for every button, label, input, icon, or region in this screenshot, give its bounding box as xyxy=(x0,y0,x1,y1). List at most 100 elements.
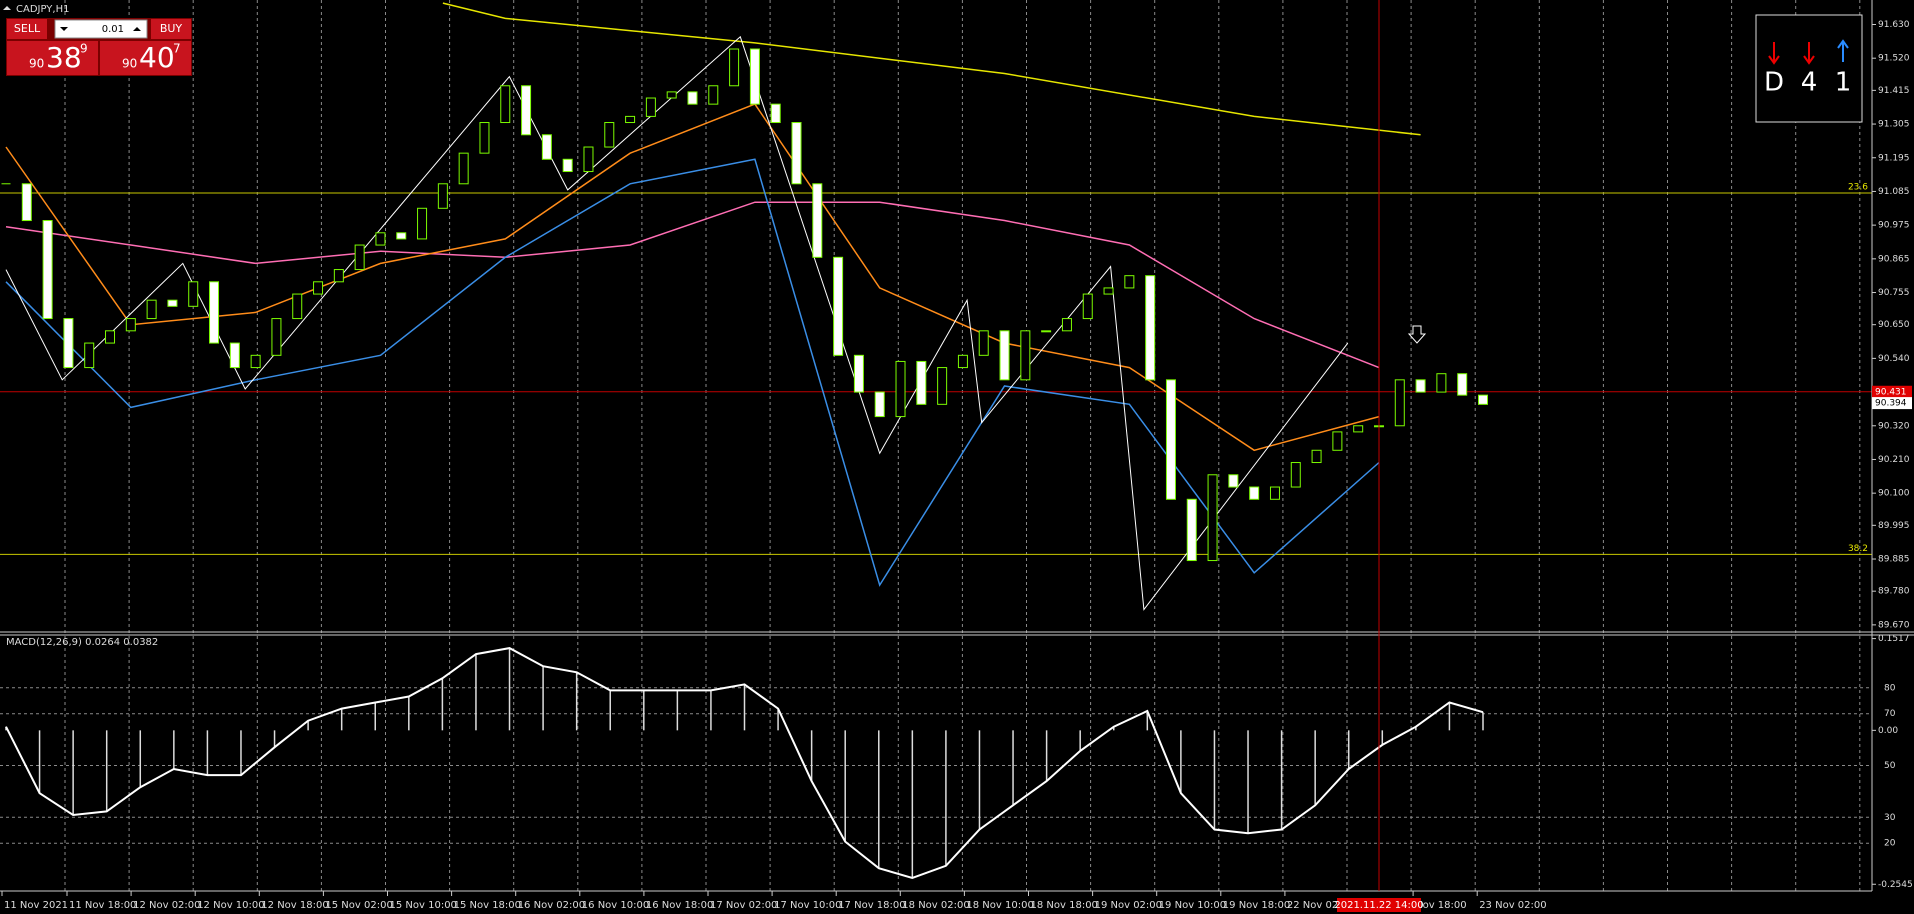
grid-layer xyxy=(0,0,1872,891)
time-label: 15 Nov 10:00 xyxy=(390,900,457,911)
candle xyxy=(271,318,282,356)
candle xyxy=(105,330,116,344)
down-arrow xyxy=(1803,42,1815,65)
candle xyxy=(645,97,656,117)
price-tail: 9 xyxy=(80,42,88,56)
candle xyxy=(666,91,677,99)
sell-button[interactable] xyxy=(7,19,47,39)
plot-layer xyxy=(0,2,1872,879)
candle xyxy=(1269,486,1280,500)
buy-price-box[interactable] xyxy=(100,41,191,75)
candle xyxy=(895,360,906,418)
time-label: 16 Nov 10:00 xyxy=(582,900,649,911)
y-tick-label: 90.975 xyxy=(1878,221,1910,231)
price-tail: 7 xyxy=(173,42,181,56)
candle xyxy=(770,103,781,124)
level-label: 30 xyxy=(1884,813,1896,823)
buy-button[interactable] xyxy=(151,19,191,39)
time-label: 15 Nov 18:00 xyxy=(454,900,521,911)
level-label: 20 xyxy=(1884,839,1896,849)
candle xyxy=(167,299,178,307)
lot-up[interactable] xyxy=(133,27,141,31)
price-main: 38 xyxy=(46,41,82,74)
candle xyxy=(396,232,407,240)
time-label: 17 Nov 02:00 xyxy=(710,900,777,911)
lot-value: 0.01 xyxy=(102,24,124,35)
collapse-icon[interactable] xyxy=(3,6,11,10)
candle xyxy=(333,269,344,283)
candle xyxy=(1436,373,1447,393)
y-tick-label: 90.865 xyxy=(1878,254,1910,264)
price-tag-label: 90.394 xyxy=(1875,399,1907,409)
macd-tick-label: 0.00 xyxy=(1878,726,1898,736)
y-tick-label: 90.100 xyxy=(1878,489,1910,499)
candle xyxy=(833,256,844,356)
time-label: 19 Nov 18:00 xyxy=(1223,900,1290,911)
candle xyxy=(521,85,532,136)
time-label: 18 Nov 18:00 xyxy=(1031,900,1098,911)
bid-tag-label: 90.431 xyxy=(1875,387,1907,397)
y-tick-label: 89.885 xyxy=(1878,555,1910,565)
time-label: 15 Nov 02:00 xyxy=(325,900,392,911)
time-label: 19 Nov 02:00 xyxy=(1095,900,1162,911)
time-label: 17 Nov 10:00 xyxy=(774,900,841,911)
candle xyxy=(229,342,240,369)
symbol-title: CADJPY,H1 xyxy=(16,4,69,15)
sell-price-box[interactable] xyxy=(7,41,98,75)
candle xyxy=(375,232,386,246)
candle xyxy=(625,115,636,124)
candle xyxy=(749,48,760,105)
candle xyxy=(417,207,428,240)
fib-label: 38.2 xyxy=(1848,544,1868,554)
candle xyxy=(708,85,719,105)
candle xyxy=(1124,275,1135,289)
candle xyxy=(313,281,324,295)
y-tick-label: 90.210 xyxy=(1878,455,1910,465)
candle xyxy=(21,183,32,222)
crosshair-time-box xyxy=(1337,898,1421,912)
signal-label: 4 xyxy=(1801,68,1818,98)
y-tick-label: 89.780 xyxy=(1878,587,1910,597)
time-label: 12 Nov 10:00 xyxy=(197,900,264,911)
candle xyxy=(1207,474,1218,562)
buy-label: BUY xyxy=(160,22,183,35)
candle xyxy=(937,367,948,405)
candle xyxy=(1103,287,1114,295)
macd-tick-label: 0.1517 xyxy=(1878,634,1910,644)
time-label: 11 Nov 18:00 xyxy=(69,900,136,911)
candle xyxy=(458,152,469,185)
candle xyxy=(687,91,698,105)
candle xyxy=(1249,486,1260,500)
candle xyxy=(978,330,989,356)
candle xyxy=(562,158,573,173)
signal-label: D xyxy=(1764,68,1784,98)
signal-arrow xyxy=(1407,325,1427,344)
price-main: 40 xyxy=(139,41,175,74)
indicator-line xyxy=(5,103,1380,452)
y-tick-label: 90.650 xyxy=(1878,320,1910,330)
y-tick-label: 91.305 xyxy=(1878,120,1910,130)
crosshair-time: 2021.11.22 14:00 xyxy=(1334,900,1423,911)
candle xyxy=(63,318,74,369)
candle xyxy=(812,183,823,258)
lot-down[interactable] xyxy=(60,27,68,31)
time-label: 16 Nov 18:00 xyxy=(646,900,713,911)
level-label: 70 xyxy=(1884,709,1896,719)
candle xyxy=(250,354,261,369)
level-label: 80 xyxy=(1884,683,1896,693)
y-tick-label: 91.195 xyxy=(1878,153,1910,163)
candle xyxy=(916,360,927,405)
time-label: 19 Nov 10:00 xyxy=(1159,900,1226,911)
candle xyxy=(791,122,802,185)
lot-field[interactable] xyxy=(54,19,148,39)
time-label: 16 Nov 02:00 xyxy=(518,900,585,911)
y-tick-label: 91.415 xyxy=(1878,86,1910,96)
fib-label: 23.6 xyxy=(1848,182,1868,192)
candle xyxy=(354,244,365,271)
candle xyxy=(999,330,1010,381)
candle xyxy=(1290,462,1301,488)
time-label: 18 Nov 10:00 xyxy=(966,900,1033,911)
candle xyxy=(479,122,490,154)
